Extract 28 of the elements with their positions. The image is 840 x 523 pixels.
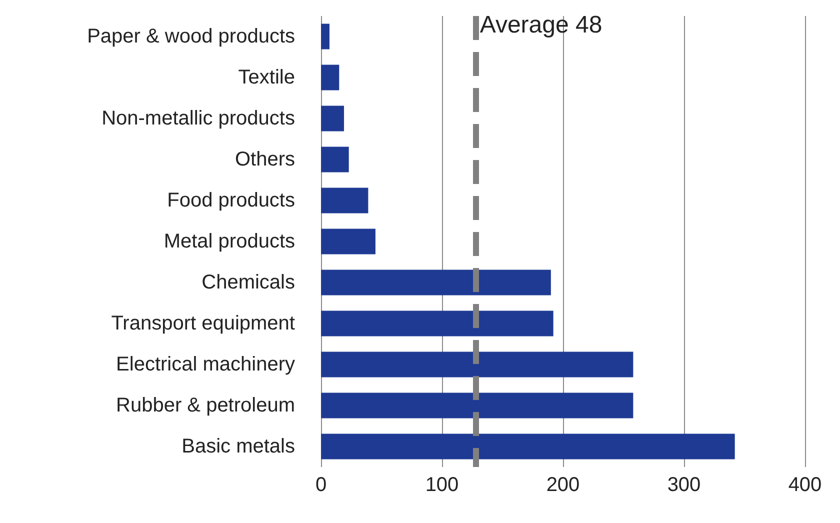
x-tick-label: 300	[667, 474, 701, 496]
y-tick-label: Metal products	[164, 230, 295, 252]
bar	[321, 228, 376, 254]
y-tick-label: Paper & wood products	[87, 26, 295, 48]
x-tick-label: 100	[425, 474, 459, 496]
y-tick-label: Non-metallic products	[102, 108, 295, 130]
x-tick-label: 400	[788, 474, 822, 496]
bar	[321, 352, 634, 378]
bar	[321, 392, 634, 418]
y-tick-label: Others	[234, 148, 295, 170]
bar	[321, 188, 368, 214]
x-tick-label: 0	[315, 474, 327, 496]
y-tick-label: Textile	[238, 66, 295, 88]
bar	[321, 106, 344, 132]
bar	[321, 146, 349, 172]
bar	[321, 310, 554, 336]
y-tick-label: Basic metals	[182, 436, 295, 458]
x-tick-label: 200	[546, 474, 580, 496]
y-tick-label: Electrical machinery	[116, 354, 295, 376]
bar	[321, 64, 340, 90]
ref-line-label: Average 48	[480, 12, 602, 38]
y-tick-label: Food products	[167, 190, 295, 212]
bar	[321, 270, 551, 296]
y-tick-label: Chemicals	[202, 272, 295, 294]
bar	[321, 434, 735, 460]
y-tick-label: Rubber & petroleum	[116, 394, 295, 416]
bar	[321, 24, 330, 50]
y-tick-label: Transport equipment	[111, 312, 296, 334]
